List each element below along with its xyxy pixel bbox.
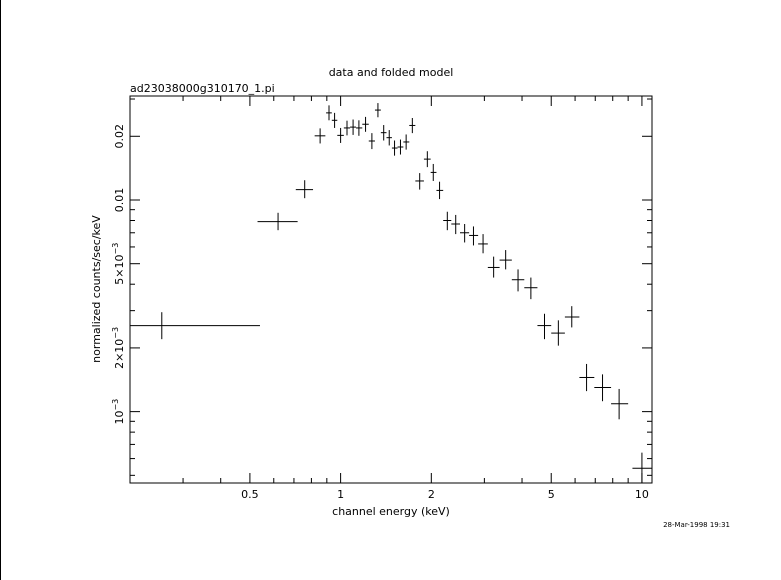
- data-point: [362, 116, 369, 132]
- y-tick-label: 5×10−3: [111, 243, 126, 285]
- data-point: [386, 130, 392, 146]
- data-point: [443, 211, 452, 231]
- data-point: [524, 277, 538, 300]
- data-point: [551, 320, 565, 346]
- plot-frame: [129, 95, 653, 484]
- chart-subtitle: ad23038000g310170_1.pi: [130, 82, 275, 95]
- data-point: [430, 163, 437, 181]
- data-point: [423, 151, 431, 168]
- data-point: [487, 256, 500, 278]
- data-point: [331, 112, 338, 128]
- data-point: [391, 140, 398, 156]
- data-point: [415, 173, 424, 190]
- data-point: [579, 363, 595, 392]
- minor-ticks: [129, 96, 652, 483]
- data-point: [594, 374, 612, 402]
- data-point: [451, 214, 460, 235]
- data-point: [511, 269, 525, 292]
- data-point: [469, 226, 479, 246]
- data-point: [314, 128, 326, 144]
- data-point: [436, 181, 444, 200]
- data-point: [257, 212, 298, 231]
- data-points: [130, 103, 652, 483]
- data-point: [374, 103, 381, 118]
- data-point: [368, 133, 375, 150]
- x-tick-label: 0.5: [241, 488, 259, 501]
- chart-title: data and folded model: [329, 66, 454, 79]
- data-point: [380, 125, 387, 141]
- data-point: [397, 139, 404, 155]
- y-tick-label: 2×10−3: [111, 327, 126, 369]
- x-tick-label: 5: [548, 488, 555, 501]
- data-point: [350, 119, 357, 135]
- data-point: [326, 105, 332, 121]
- x-axis-ticks: 0.5 1 2 5 10: [241, 96, 649, 501]
- data-point: [459, 224, 470, 243]
- timestamp: 28-Mar-1998 19:31: [663, 521, 730, 529]
- data-point: [295, 180, 314, 199]
- data-point: [343, 120, 351, 136]
- data-point: [611, 388, 629, 420]
- data-point: [130, 312, 260, 340]
- data-point: [632, 452, 652, 483]
- y-axis-label: normalized counts/sec/keV: [90, 215, 103, 363]
- x-tick-label: 2: [428, 488, 435, 501]
- x-axis-label: channel energy (keV): [332, 505, 450, 518]
- data-point: [337, 127, 344, 143]
- data-point: [403, 134, 410, 150]
- x-tick-label: 10: [635, 488, 649, 501]
- data-point: [537, 313, 552, 340]
- data-point: [409, 118, 416, 134]
- x-tick-label: 1: [337, 488, 344, 501]
- data-point: [499, 250, 512, 270]
- y-tick-label: 0.01: [113, 188, 126, 213]
- y-axis-ticks: 10−3 2×10−3 5×10−3 0.01 0.02: [111, 124, 652, 425]
- data-point: [478, 234, 488, 254]
- y-tick-label: 10−3: [111, 399, 126, 425]
- data-point: [564, 306, 580, 328]
- data-point: [356, 120, 363, 136]
- y-tick-label: 0.02: [113, 124, 126, 149]
